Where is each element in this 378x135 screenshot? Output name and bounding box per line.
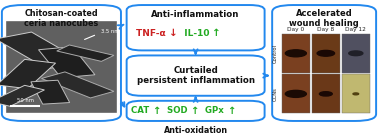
- FancyBboxPatch shape: [311, 74, 340, 113]
- Text: Accelerated
wound healing: Accelerated wound healing: [289, 9, 359, 28]
- Circle shape: [317, 50, 335, 56]
- Text: 3.5 nm: 3.5 nm: [101, 29, 119, 34]
- FancyBboxPatch shape: [272, 5, 376, 121]
- Text: IL-10: IL-10: [178, 29, 212, 38]
- FancyBboxPatch shape: [311, 34, 340, 73]
- Text: Day 8: Day 8: [317, 27, 335, 32]
- FancyBboxPatch shape: [6, 21, 116, 112]
- Text: TNF-α: TNF-α: [136, 29, 169, 38]
- FancyBboxPatch shape: [282, 74, 310, 113]
- Circle shape: [285, 50, 306, 57]
- Text: Chitosan-coated
ceria nanocubes: Chitosan-coated ceria nanocubes: [24, 9, 99, 28]
- Bar: [42, 72, 114, 98]
- Text: ↑: ↑: [191, 106, 199, 116]
- Text: Anti-inflammation: Anti-inflammation: [152, 10, 240, 19]
- Text: Day 12: Day 12: [345, 27, 366, 32]
- Text: CCNs: CCNs: [272, 87, 277, 101]
- Circle shape: [353, 93, 359, 95]
- FancyBboxPatch shape: [342, 74, 370, 113]
- Text: CAT: CAT: [131, 106, 152, 115]
- FancyBboxPatch shape: [2, 5, 121, 121]
- FancyBboxPatch shape: [127, 101, 265, 121]
- Bar: [0, 85, 45, 106]
- Text: Control: Control: [272, 44, 277, 63]
- Bar: [31, 80, 70, 104]
- Bar: [0, 32, 83, 69]
- Text: Curtailed
persistent inflammation: Curtailed persistent inflammation: [136, 66, 255, 85]
- Bar: [39, 47, 95, 78]
- Text: Anti-oxidation: Anti-oxidation: [164, 126, 228, 135]
- Circle shape: [349, 51, 363, 56]
- Text: ↑: ↑: [212, 28, 221, 38]
- Text: ↑: ↑: [152, 106, 161, 116]
- Circle shape: [285, 90, 306, 97]
- Text: GPx: GPx: [199, 106, 227, 115]
- Bar: [0, 59, 56, 89]
- FancyBboxPatch shape: [127, 5, 265, 50]
- FancyBboxPatch shape: [127, 55, 265, 96]
- Text: SOD: SOD: [161, 106, 191, 115]
- Text: ↓: ↓: [169, 28, 178, 38]
- Circle shape: [319, 92, 332, 96]
- Bar: [57, 45, 114, 61]
- FancyBboxPatch shape: [282, 34, 310, 73]
- Text: ↑: ↑: [227, 106, 235, 116]
- Text: 50 nm: 50 nm: [17, 98, 34, 103]
- Text: Day 0: Day 0: [287, 27, 304, 32]
- FancyBboxPatch shape: [342, 34, 370, 73]
